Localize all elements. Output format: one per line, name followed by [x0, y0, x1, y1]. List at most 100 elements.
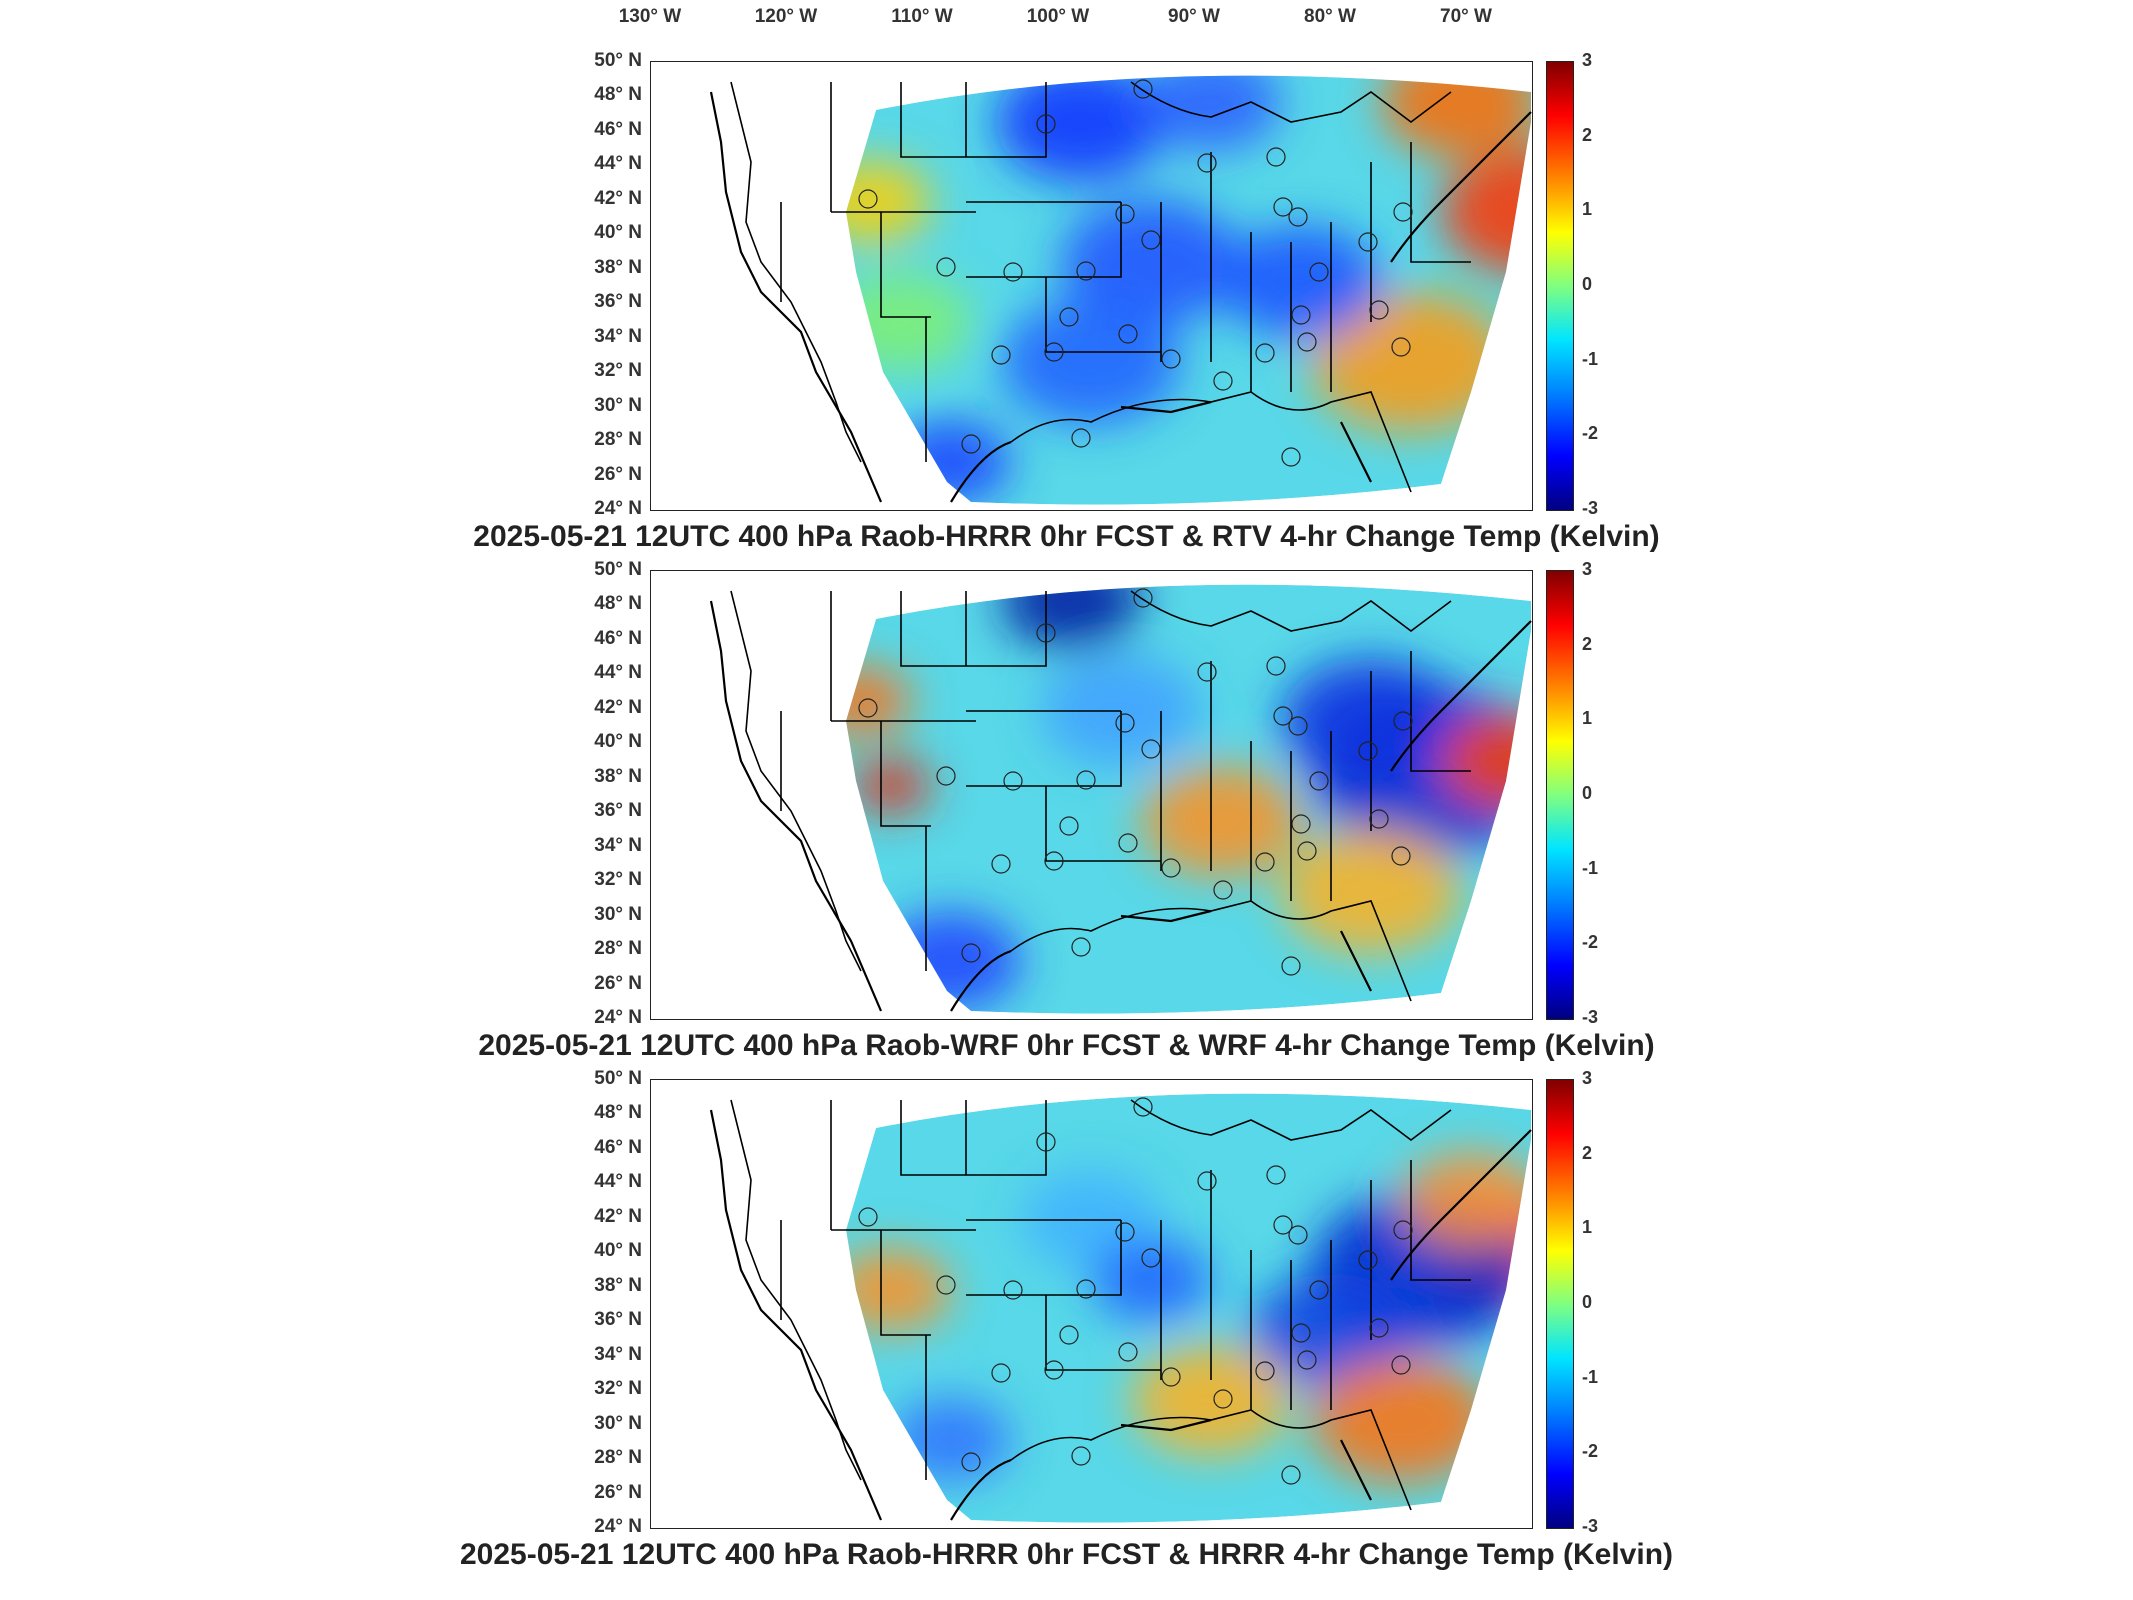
raob-station-marker [1297, 841, 1317, 861]
raob-station-marker [1291, 1323, 1311, 1343]
latitude-label: 28° N [594, 938, 642, 960]
map-frame [650, 1079, 1533, 1529]
boundary-line [1160, 152, 1292, 392]
raob-stations [858, 79, 1413, 467]
latitude-label: 44° N [594, 153, 642, 175]
field-blob [1311, 292, 1511, 432]
raob-station-marker [1161, 349, 1181, 369]
boundary-line [780, 82, 976, 318]
boundary-line [925, 711, 1161, 971]
field-blob [846, 273, 971, 371]
latitude-label: 46° N [594, 627, 642, 649]
boundary-line [1010, 1409, 1252, 1461]
latitude-label: 42° N [594, 187, 642, 209]
boundary-line [1010, 900, 1252, 952]
boundary-line [780, 591, 976, 827]
raob-station-marker [1213, 371, 1233, 391]
map-panel-wrf: 50° N 48° N 46° N 44° N 42° N 40° N 38° N 36° N… [0, 559, 2133, 1071]
colorbar-tick-label: 1 [1582, 199, 1593, 220]
field-blob [846, 666, 911, 736]
colorbar-tick-label: -3 [1582, 1516, 1599, 1536]
latitude-label: 32° N [594, 360, 642, 382]
coastline [709, 91, 1532, 503]
raob-station-marker [1266, 147, 1286, 167]
raob-station-marker [1118, 833, 1138, 853]
raob-station-marker [1309, 1280, 1329, 1300]
raob-station-marker [1358, 1250, 1378, 1270]
latitude-label: 42° N [594, 1205, 642, 1227]
raob-station-marker [961, 943, 981, 963]
boundary-line [1250, 900, 1412, 1002]
raob-station-marker [1118, 1342, 1138, 1362]
field-blob [1311, 1357, 1491, 1483]
longitude-label: 130° W [618, 6, 682, 27]
raob-station-marker [1369, 300, 1389, 320]
raob-station-marker [1141, 1248, 1161, 1268]
longitude-label: 70° W [1440, 6, 1492, 27]
panel-title: 2025-05-21 12UTC 400 hPa Raob-HRRR 0hr F… [473, 520, 1660, 553]
boundary-line [900, 591, 1121, 712]
field-blob [846, 160, 931, 244]
raob-station-marker [1291, 305, 1311, 325]
raob-stations [858, 1097, 1413, 1485]
colorbar-tick-label: 1 [1582, 708, 1593, 729]
raob-station-marker [991, 1363, 1011, 1383]
longitude-label: 120° W [754, 6, 818, 27]
latitude-label: 40° N [594, 222, 642, 244]
longitude-label: 80° W [1304, 6, 1356, 27]
raob-station-marker [1288, 207, 1308, 227]
raob-station-marker [1076, 261, 1096, 281]
latitude-label: 36° N [594, 291, 642, 313]
colorbar-tick-label: 0 [1582, 274, 1593, 294]
latitude-label: 46° N [594, 1136, 642, 1158]
raob-station-marker [1273, 1215, 1293, 1235]
raob-station-marker [1393, 202, 1413, 222]
raob-station-marker [936, 1275, 956, 1295]
latitude-label: 38° N [594, 256, 642, 278]
raob-station-marker [936, 766, 956, 786]
raob-station-marker [1358, 232, 1378, 252]
raob-stations [858, 588, 1413, 976]
field-blob [891, 420, 1011, 504]
field-blob [1141, 75, 1281, 151]
raob-station-marker [1141, 230, 1161, 250]
raob-station-marker [1115, 713, 1135, 733]
latitude-label: 34° N [594, 834, 642, 856]
state-boundaries [709, 81, 1532, 503]
raob-station-marker [1071, 1446, 1091, 1466]
colorbar-tick-label: 2 [1582, 124, 1593, 145]
temperature-field [846, 75, 1531, 505]
latitude-label: 38° N [594, 1274, 642, 1296]
latitude-label: 36° N [594, 800, 642, 822]
raob-station-marker [1003, 262, 1023, 282]
raob-station-marker [1255, 852, 1275, 872]
boundary-line [1160, 661, 1292, 901]
raob-station-marker [1273, 197, 1293, 217]
longitude-label: 100° W [1026, 6, 1090, 27]
field-blob [1281, 828, 1461, 954]
colorbar [1546, 570, 1574, 1020]
latitude-label: 24° N [594, 1516, 642, 1537]
raob-station-marker [1288, 1225, 1308, 1245]
raob-station-marker [1197, 662, 1217, 682]
colorbar-tick-label: 1 [1582, 1217, 1593, 1238]
raob-station-marker [1118, 324, 1138, 344]
latitude-label: 24° N [594, 1007, 642, 1028]
raob-station-marker [1393, 1220, 1413, 1240]
raob-station-marker [1391, 337, 1411, 357]
panel-title: 2025-05-21 12UTC 400 hPa Raob-WRF 0hr FC… [478, 1029, 1655, 1062]
latitude-label: 26° N [594, 463, 642, 485]
boundary-line [1330, 651, 1471, 901]
colorbar-tick-label: -1 [1582, 348, 1599, 369]
raob-station-marker [936, 257, 956, 277]
colorbar-tick-label: -2 [1582, 1441, 1599, 1462]
field-blob [996, 75, 1166, 182]
colorbar-tick-label: -2 [1582, 932, 1599, 953]
latitude-label: 48° N [594, 1102, 642, 1124]
colorbar-tick-label: -2 [1582, 423, 1599, 444]
raob-station-marker [1197, 153, 1217, 173]
latitude-label: 38° N [594, 765, 642, 787]
field-blob [1091, 1238, 1211, 1322]
raob-station-marker [1281, 447, 1301, 467]
boundary-line [1250, 391, 1412, 493]
